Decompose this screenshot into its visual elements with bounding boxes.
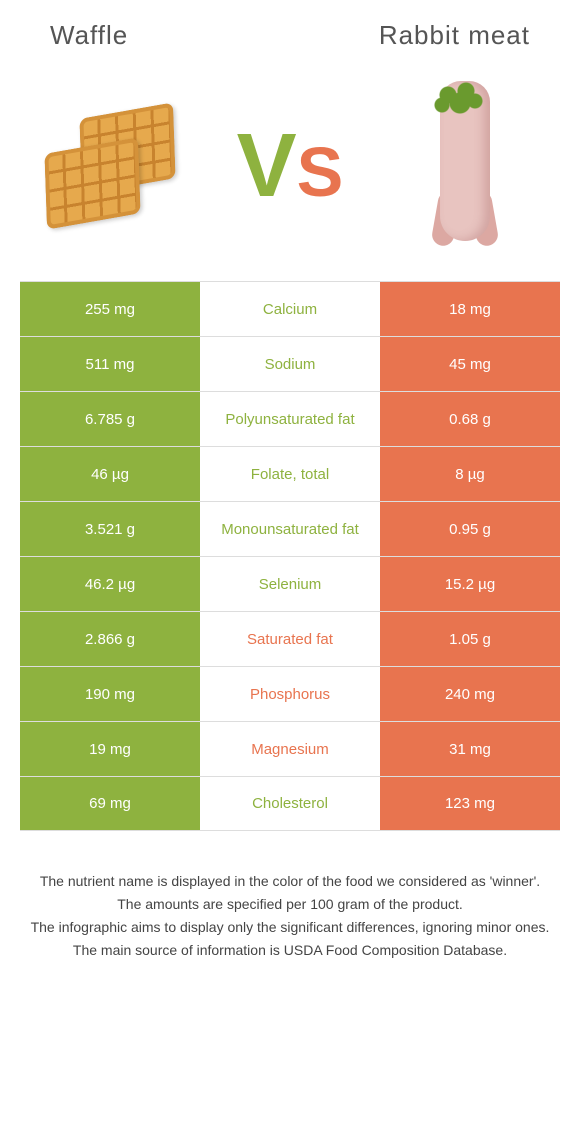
left-value: 190 mg: [20, 667, 200, 721]
vs-label: V S: [237, 115, 344, 218]
footer-line: The nutrient name is displayed in the co…: [30, 871, 550, 892]
nutrient-name: Magnesium: [200, 722, 380, 776]
table-row: 69 mgCholesterol123 mg: [20, 776, 560, 831]
waffle-image: [30, 81, 200, 251]
right-value: 15.2 µg: [380, 557, 560, 611]
left-food-title: Waffle: [50, 20, 128, 51]
rabbit-image: [380, 81, 550, 251]
left-value: 69 mg: [20, 777, 200, 830]
nutrient-name: Cholesterol: [200, 777, 380, 830]
table-row: 6.785 gPolyunsaturated fat0.68 g: [20, 391, 560, 446]
header: Waffle Rabbit meat: [0, 0, 580, 61]
vs-v-letter: V: [237, 115, 297, 218]
footer-line: The amounts are specified per 100 gram o…: [30, 894, 550, 915]
left-value: 46.2 µg: [20, 557, 200, 611]
table-row: 190 mgPhosphorus240 mg: [20, 666, 560, 721]
vs-s-letter: S: [297, 132, 344, 212]
nutrient-name: Folate, total: [200, 447, 380, 501]
table-row: 3.521 gMonounsaturated fat0.95 g: [20, 501, 560, 556]
table-row: 19 mgMagnesium31 mg: [20, 721, 560, 776]
left-value: 2.866 g: [20, 612, 200, 666]
left-value: 19 mg: [20, 722, 200, 776]
nutrient-name: Polyunsaturated fat: [200, 392, 380, 446]
nutrient-name: Phosphorus: [200, 667, 380, 721]
nutrient-name: Sodium: [200, 337, 380, 391]
nutrient-name: Calcium: [200, 282, 380, 336]
table-row: 511 mgSodium45 mg: [20, 336, 560, 391]
footer-notes: The nutrient name is displayed in the co…: [30, 871, 550, 961]
left-value: 46 µg: [20, 447, 200, 501]
footer-line: The main source of information is USDA F…: [30, 940, 550, 961]
footer-line: The infographic aims to display only the…: [30, 917, 550, 938]
nutrient-name: Saturated fat: [200, 612, 380, 666]
nutrient-name: Monounsaturated fat: [200, 502, 380, 556]
table-row: 255 mgCalcium18 mg: [20, 281, 560, 336]
right-value: 45 mg: [380, 337, 560, 391]
table-row: 46.2 µgSelenium15.2 µg: [20, 556, 560, 611]
left-value: 3.521 g: [20, 502, 200, 556]
right-value: 31 mg: [380, 722, 560, 776]
hero-row: V S: [0, 61, 580, 281]
right-value: 123 mg: [380, 777, 560, 830]
right-food-title: Rabbit meat: [379, 20, 530, 51]
right-value: 240 mg: [380, 667, 560, 721]
right-value: 0.95 g: [380, 502, 560, 556]
table-row: 2.866 gSaturated fat1.05 g: [20, 611, 560, 666]
left-value: 6.785 g: [20, 392, 200, 446]
right-value: 18 mg: [380, 282, 560, 336]
nutrient-table: 255 mgCalcium18 mg511 mgSodium45 mg6.785…: [20, 281, 560, 831]
left-value: 511 mg: [20, 337, 200, 391]
left-value: 255 mg: [20, 282, 200, 336]
right-value: 0.68 g: [380, 392, 560, 446]
nutrient-name: Selenium: [200, 557, 380, 611]
right-value: 8 µg: [380, 447, 560, 501]
table-row: 46 µgFolate, total8 µg: [20, 446, 560, 501]
right-value: 1.05 g: [380, 612, 560, 666]
